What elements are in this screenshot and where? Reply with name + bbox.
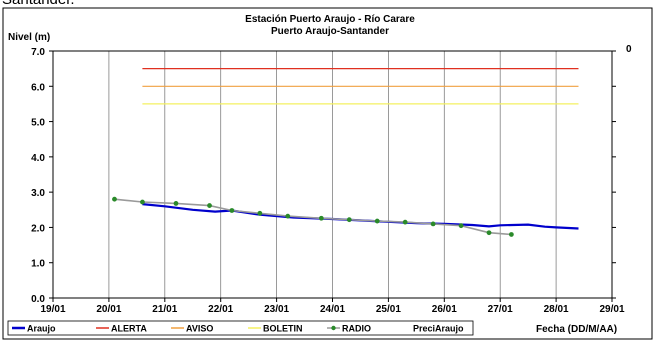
x-tick-label: 23/01 (264, 304, 289, 315)
series-point-radio (229, 208, 235, 213)
series-point-radio (318, 215, 324, 221)
chart-subtitle: Puerto Araujo-Santander (271, 26, 389, 37)
x-tick-label: 20/01 (96, 304, 121, 315)
x-tick-label: 28/01 (544, 304, 569, 315)
y-tick-label: 3.0 (31, 188, 45, 199)
legend-label-aviso: AVISO (186, 324, 213, 334)
y-tick-label: 6.0 (31, 82, 45, 93)
series-point-radio (430, 221, 436, 227)
series-point-radio (207, 203, 212, 208)
legend: Araujo ALERTA AVISO BOLETIN RADIO PreciAraujo (7, 320, 474, 336)
x-tick-label: 29/01 (599, 304, 624, 315)
series-point-radio (374, 218, 380, 224)
legend-label-araujo: Araujo (27, 324, 56, 334)
chart-border (2, 7, 653, 340)
legend-box (7, 320, 474, 336)
plot-frame (52, 50, 613, 299)
series-point-radio (508, 232, 514, 237)
axes-layer: 19/01 20/01 21/01 22/01 23/01 24/01 25/01 26/01… (31, 44, 632, 315)
x-tick-label: 24/01 (320, 304, 345, 315)
x-tick-label: 25/01 (376, 304, 401, 315)
y-tick-label: 4.0 (31, 153, 45, 164)
y-tick-label: 1.0 (31, 259, 45, 270)
page-caption: Santander. (2, 0, 75, 8)
series-point-radio (140, 199, 145, 205)
legend-label-boletin: BOLETIN (263, 324, 303, 334)
x-tick-label: 22/01 (208, 304, 233, 315)
y-axis-label: Nivel (m) (8, 32, 50, 43)
series-point-radio (257, 210, 263, 216)
legend-label-radio: RADIO (342, 324, 371, 334)
x-tick-label: 19/01 (40, 304, 65, 315)
legend-marker-radio (331, 325, 336, 331)
series-point-radio (173, 201, 179, 206)
y2-tick-label: 0 (626, 44, 632, 55)
series-point-radio (458, 223, 464, 229)
series-point-radio (112, 196, 117, 202)
y-tick-label: 7.0 (31, 47, 45, 58)
series-layer (112, 67, 579, 237)
legend-label-preciaraujo: PreciAraujo (413, 324, 464, 334)
y-tick-label: 0.0 (31, 294, 45, 305)
x-tick-label: 21/01 (152, 304, 177, 315)
series-point-radio (402, 219, 408, 225)
grid-layer (108, 51, 557, 298)
series-point-radio (486, 230, 492, 236)
chart-title: Estación Puerto Araujo - Río Carare (245, 14, 415, 25)
y-tick-label: 2.0 (31, 223, 45, 234)
y-tick-label: 5.0 (31, 118, 45, 129)
x-tick-label: 26/01 (432, 304, 457, 315)
series-point-radio (285, 213, 291, 219)
x-tick-label: 27/01 (488, 304, 513, 315)
legend-label-alerta: ALERTA (111, 324, 147, 334)
series-point-radio (346, 217, 352, 223)
x-axis-label: Fecha (DD/M/AA) (536, 324, 617, 335)
